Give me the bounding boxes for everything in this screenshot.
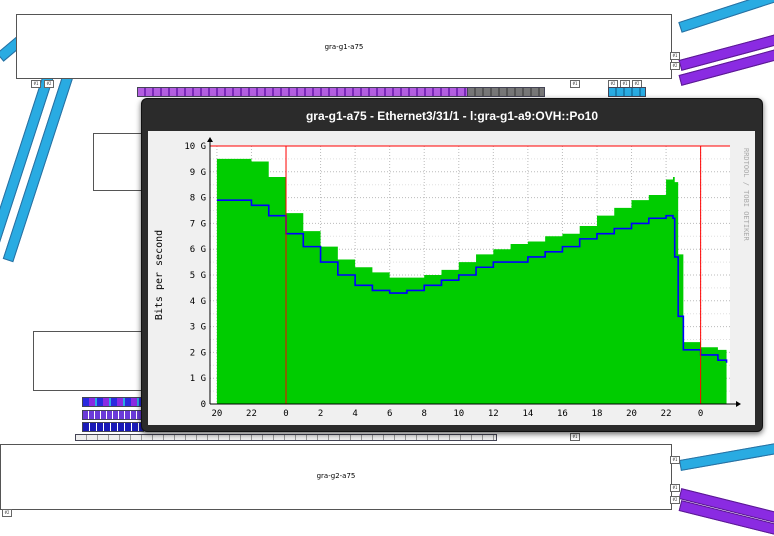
y-axis-arrow xyxy=(207,137,213,142)
x-tick-label: 14 xyxy=(522,409,533,419)
traffic-graph: 0 1 G 2 G 3 G 4 G 5 G 6 G 7 G 8 G 9 G 10 G 20 22 0 2 4 6… xyxy=(148,131,755,425)
y-axis-label: Bits per second xyxy=(154,230,165,320)
x-tick-label: 0 xyxy=(698,409,703,419)
link-right-4[interactable] xyxy=(679,442,774,471)
x-tick-label: 0 xyxy=(283,409,288,419)
x-tick-label: 2 xyxy=(318,409,323,419)
x-tick-label: 16 xyxy=(557,409,568,419)
port-top-right[interactable]: #1 xyxy=(670,52,680,60)
port-top-right-2[interactable]: #2 xyxy=(670,62,680,70)
x-axis-arrow xyxy=(736,401,741,407)
popup-title: gra-g1-a75 - Ethernet3/31/1 - l:gra-g1-a… xyxy=(305,109,599,123)
y-tick-label: 4 G xyxy=(190,297,206,307)
series-out-line xyxy=(216,199,728,363)
y-tick-label: 0 xyxy=(201,400,206,410)
graph-popup[interactable]: gra-g1-a75 - Ethernet3/31/1 - l:gra-g1-a… xyxy=(141,98,763,432)
port-top-strip-1[interactable]: #1 xyxy=(570,80,580,88)
x-tick-label: 20 xyxy=(211,409,222,419)
node-top[interactable]: gra-g1-a75 xyxy=(16,14,672,79)
strip-top-blue[interactable] xyxy=(608,87,646,97)
x-tick-label: 22 xyxy=(246,409,257,419)
port-bottom-strip-1[interactable]: #1 xyxy=(570,433,580,441)
port-top-left-2[interactable]: #2 xyxy=(44,80,54,88)
x-tick-label: 20 xyxy=(626,409,637,419)
y-tick-label: 5 G xyxy=(190,271,206,281)
node-middle-box[interactable] xyxy=(93,133,145,191)
x-tick-label: 18 xyxy=(592,409,603,419)
strip-top-grey[interactable] xyxy=(467,87,545,97)
y-tick-label: 6 G xyxy=(190,245,206,255)
rrdtool-watermark: RRDTOOL / TOBI OETIKER xyxy=(742,148,750,242)
node-bottom-label: gra-g2-a75 xyxy=(316,472,356,480)
traffic-chart: 0 1 G 2 G 3 G 4 G 5 G 6 G 7 G 8 G 9 G 10 G 20 22 0 2 4 6… xyxy=(154,137,750,419)
x-tick-label: 8 xyxy=(422,409,427,419)
series-in-area xyxy=(216,158,727,404)
y-tick-label: 1 G xyxy=(190,374,206,384)
y-tick-label: 9 G xyxy=(190,168,206,178)
port-bottom-right-3[interactable]: #2 xyxy=(670,496,680,504)
x-tick-label: 6 xyxy=(387,409,392,419)
strip-bottom-blue[interactable] xyxy=(82,422,144,432)
y-tick-label: 3 G xyxy=(190,323,206,333)
port-bottom-right-2[interactable]: #1 xyxy=(670,484,680,492)
y-tick-label: 2 G xyxy=(190,348,206,358)
x-tick-label: 12 xyxy=(488,409,499,419)
port-bottom-right[interactable]: #1 xyxy=(670,456,680,464)
port-bottom-left[interactable]: #2 xyxy=(2,509,12,517)
strip-bottom-purple[interactable] xyxy=(82,410,144,420)
node-lower-box[interactable] xyxy=(33,331,145,391)
port-top-left[interactable]: #1 xyxy=(31,80,41,88)
x-tick-label: 4 xyxy=(352,409,357,419)
x-tick-label: 10 xyxy=(453,409,464,419)
strip-bottom-mixed[interactable] xyxy=(82,397,144,407)
x-tick-label: 22 xyxy=(661,409,672,419)
y-tick-label: 10 G xyxy=(184,142,206,152)
y-tick-label: 8 G xyxy=(190,194,206,204)
y-tick-label: 7 G xyxy=(190,219,206,229)
link-right-1[interactable] xyxy=(678,0,774,33)
node-bottom[interactable]: gra-g2-a75 xyxy=(0,444,672,510)
strip-top-purple[interactable] xyxy=(137,87,469,97)
strip-bottom-row[interactable] xyxy=(75,434,497,441)
node-top-label: gra-g1-a75 xyxy=(324,43,364,51)
